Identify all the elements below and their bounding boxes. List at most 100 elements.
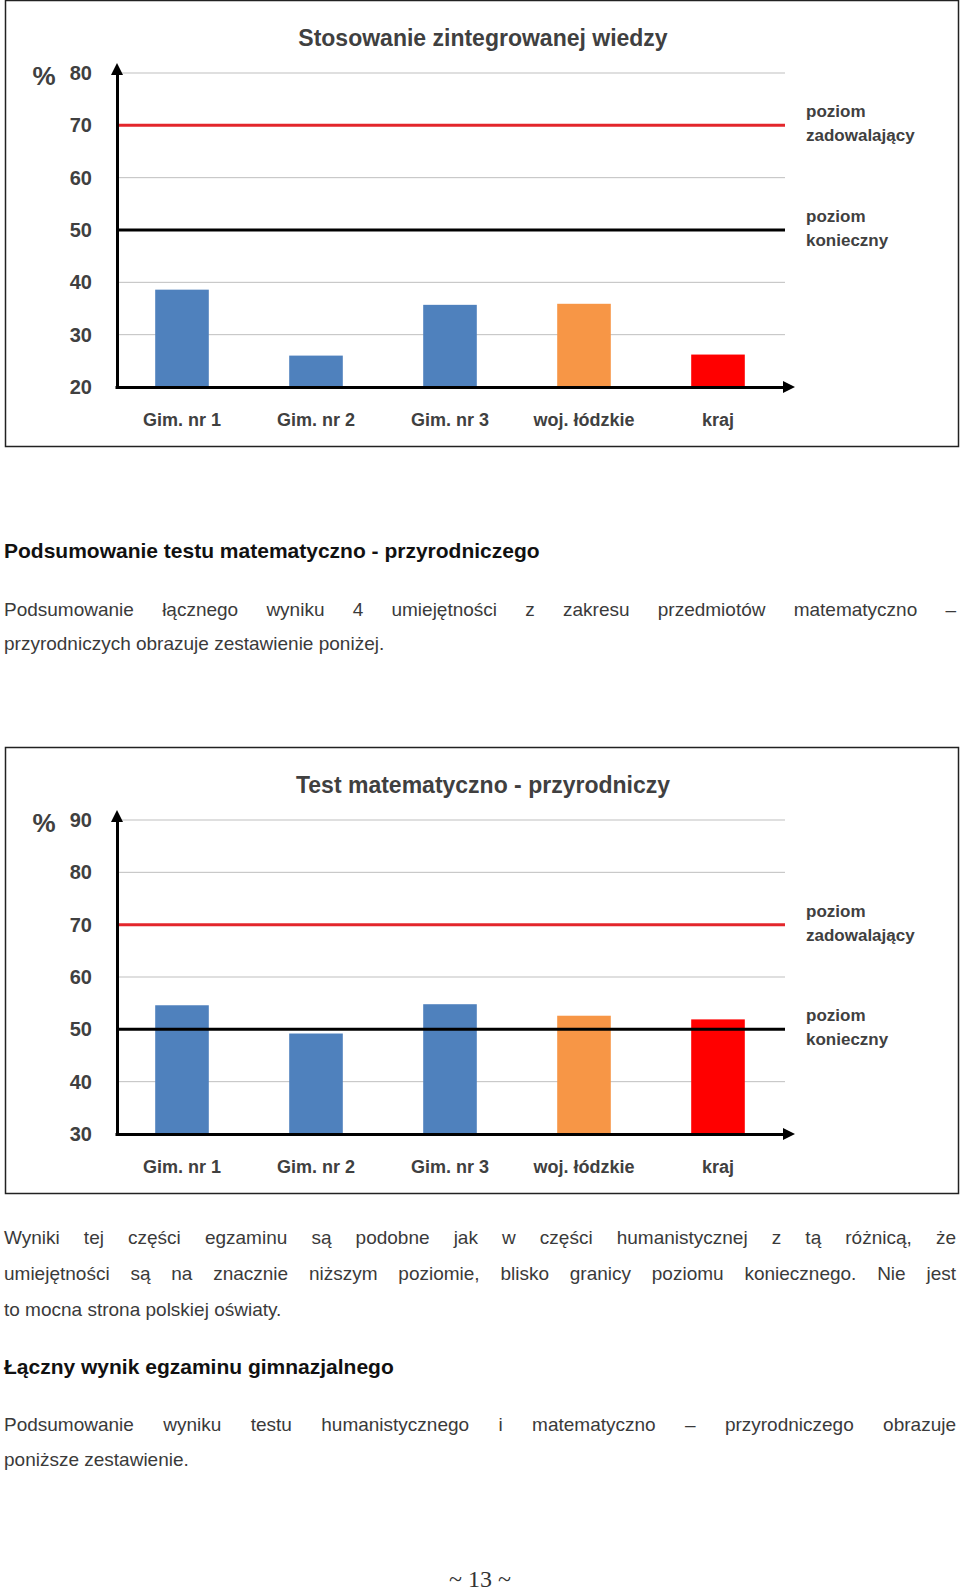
grid <box>117 73 785 387</box>
chart-frame <box>6 1 959 447</box>
y-tick-label: 30 <box>70 1123 92 1145</box>
reference-line-label: poziom zadowalający <box>806 103 915 146</box>
x-tick: woj. łódzkie <box>532 1134 634 1177</box>
y-axis: 20 30 40 50 60 70 80 <box>70 62 118 398</box>
grid-line <box>117 1029 785 1030</box>
y-tick: 50 <box>70 219 117 241</box>
x-tick: Gim. nr 2 <box>277 1134 355 1177</box>
y-tick-label: 40 <box>70 1071 92 1093</box>
x-tick: Gim. nr 1 <box>143 1134 221 1177</box>
tspan: poziom <box>806 103 866 122</box>
tspan: poziom <box>806 1007 866 1026</box>
y-tick-label: 80 <box>70 62 92 84</box>
paragraph-line: przyrodniczych obrazuje zestawienie poni… <box>4 626 956 662</box>
x-tick: Gim. nr 3 <box>411 387 489 430</box>
y-tick: 70 <box>70 914 117 936</box>
y-tick: 80 <box>70 62 117 84</box>
y-axis: 30 40 50 60 70 80 90 <box>70 809 118 1145</box>
y-tick: 60 <box>70 966 117 988</box>
tspan: zadowalający <box>806 127 915 146</box>
paragraph-line: poniższe zestawienie. <box>4 1442 956 1478</box>
bar <box>423 1004 477 1134</box>
y-tick: 80 <box>70 861 117 883</box>
y-tick: 60 <box>70 167 117 189</box>
bar <box>289 1034 343 1134</box>
chart-title: Stosowanie zintegrowanej wiedzy <box>298 25 668 51</box>
y-tick: 70 <box>70 114 117 136</box>
reference-line-label: poziomkonieczny <box>806 207 889 250</box>
axis-arrow <box>783 1128 795 1140</box>
reference-line-label: poziomzadowalający <box>806 902 915 945</box>
bar <box>423 305 477 387</box>
paragraph-line: to mocna strona polskiej oświaty. <box>4 1292 956 1328</box>
reference-line <box>117 923 785 926</box>
x-tick-label: Gim. nr 1 <box>143 410 221 430</box>
grid-line <box>117 282 785 283</box>
grid-line <box>117 230 785 231</box>
bars <box>155 290 745 387</box>
bar <box>691 1019 745 1134</box>
heading: Podsumowanie testu matematyczno - przyro… <box>4 533 540 569</box>
reference-line <box>117 1028 785 1031</box>
x-tick-label: Gim. nr 1 <box>143 1157 221 1177</box>
x-tick-label: kraj <box>702 410 734 430</box>
grid-line <box>117 73 785 74</box>
chart-title: Test matematyczno - przyrodniczy <box>296 772 670 798</box>
y-axis-line <box>116 74 119 388</box>
axis-arrow <box>783 381 795 393</box>
grid-line <box>117 977 785 978</box>
x-tick: Gim. nr 2 <box>277 387 355 430</box>
y-tick: 90 <box>70 809 117 831</box>
grid-line <box>117 924 785 925</box>
x-axis-line <box>116 386 786 389</box>
y-tick: 30 <box>70 324 117 346</box>
grid <box>117 820 785 1134</box>
y-axis-label: % <box>32 808 55 838</box>
x-tick: woj. łódzkie <box>532 387 634 430</box>
x-tick-label: Gim. nr 2 <box>277 410 355 430</box>
paragraph-line: Podsumowanie łącznego wyniku 4 umiejętno… <box>4 592 956 628</box>
y-tick-label: 60 <box>70 167 92 189</box>
grid-line <box>117 872 785 873</box>
axis-arrow <box>111 63 123 75</box>
grid-line <box>117 177 785 178</box>
x-axis: Gim. nr 1 Gim. nr 2 Gim. nr 3 woj. łódzkie k… <box>116 1134 786 1177</box>
bar <box>155 1005 209 1134</box>
y-tick-label: 70 <box>70 914 92 936</box>
y-tick-label: 50 <box>70 1018 92 1040</box>
bar <box>557 1016 611 1134</box>
reference-line <box>117 124 785 127</box>
bars <box>155 1004 745 1134</box>
chart-frame <box>6 748 959 1194</box>
y-tick: 40 <box>70 271 117 293</box>
y-tick-label: 30 <box>70 324 92 346</box>
x-tick-label: Gim. nr 3 <box>411 1157 489 1177</box>
x-tick: Gim. nr 3 <box>411 1134 489 1177</box>
tspan: konieczny <box>806 231 889 250</box>
y-tick: 20 <box>70 376 117 398</box>
reference-line-label: poziomkonieczny <box>806 1007 889 1050</box>
grid-line <box>117 125 785 126</box>
chart: Test matematyczno - przyrodniczy% poziomz… <box>6 748 959 1194</box>
x-tick-label: woj. łódzkie <box>532 410 634 430</box>
y-tick: 50 <box>70 1018 117 1040</box>
reference-line <box>117 229 785 232</box>
bar <box>691 355 745 387</box>
bar <box>557 304 611 387</box>
x-tick: kraj <box>702 387 734 430</box>
heading: Łączny wynik egzaminu gimnazjalnego <box>4 1349 394 1385</box>
x-axis-line <box>116 1133 786 1136</box>
y-tick-label: 80 <box>70 861 92 883</box>
y-axis-line <box>116 821 119 1135</box>
page-number: ~ 13 ~ <box>0 1566 960 1593</box>
y-tick-label: 60 <box>70 966 92 988</box>
chart: Stosowanie zintegrowanej wiedzy%poziomza… <box>6 1 959 447</box>
y-tick-label: 40 <box>70 271 92 293</box>
y-tick-label: 90 <box>70 809 92 831</box>
paragraph-line: Podsumowanie wyniku testu humanistyczneg… <box>4 1407 956 1443</box>
page-charts: Stosowanie zintegrowanej wiedzy% poziom za… <box>0 0 960 1593</box>
paragraph-line: umiejętności są na znacznie niższym pozi… <box>4 1256 956 1292</box>
x-tick: kraj <box>702 1134 734 1177</box>
y-tick-label: 20 <box>70 376 92 398</box>
x-tick-label: kraj <box>702 1157 734 1177</box>
